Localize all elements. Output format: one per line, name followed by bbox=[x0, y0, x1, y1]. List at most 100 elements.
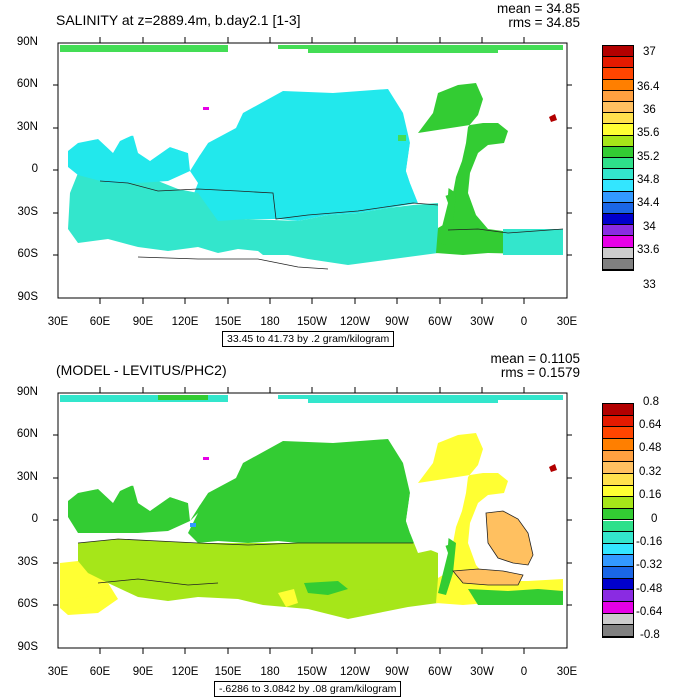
panel1-land-mask bbox=[68, 73, 450, 203]
panel2-lon-label: 180 bbox=[260, 666, 280, 678]
colorbar-swatch bbox=[603, 214, 633, 226]
colorbar1-label: 34 bbox=[643, 221, 656, 233]
panel1-lat-label: 90N bbox=[16, 36, 38, 48]
colorbar-swatch bbox=[603, 543, 633, 556]
colorbar-swatch bbox=[603, 180, 633, 192]
panel2-lon-label: 150W bbox=[296, 666, 328, 678]
colorbar-swatch bbox=[603, 450, 633, 463]
panel1-contour bbox=[99, 180, 439, 220]
panel1-lat-label: 60S bbox=[17, 248, 38, 260]
panel2-rms: rms = 0.1579 bbox=[500, 365, 580, 380]
colorbar-swatch bbox=[603, 485, 633, 498]
colorbar-swatch bbox=[603, 462, 633, 474]
panel2-lat-label: 30N bbox=[16, 471, 38, 483]
colorbar-swatch bbox=[603, 57, 633, 69]
colorbar-swatch bbox=[603, 247, 633, 259]
panel2-colorbar bbox=[602, 403, 634, 638]
panel1-lat-label: 90S bbox=[17, 291, 38, 303]
panel1-lon-label: 150E bbox=[214, 316, 242, 328]
panel2-map bbox=[53, 387, 572, 654]
colorbar1-label: 34.4 bbox=[637, 197, 660, 209]
colorbar-swatch bbox=[603, 625, 633, 637]
panel1-mean: mean = 34.85 bbox=[497, 1, 580, 16]
colorbar-swatch bbox=[603, 438, 633, 451]
panel1-lon-label: 120W bbox=[339, 316, 371, 328]
colorbar-swatch bbox=[603, 236, 633, 248]
panel2-lat-label: 60S bbox=[17, 598, 38, 610]
panel1-lat-label: 0 bbox=[31, 163, 38, 175]
panel2-lat-label: 30S bbox=[17, 556, 38, 568]
panel1-colorbar bbox=[602, 45, 634, 271]
colorbar-swatch bbox=[603, 225, 633, 237]
panel2-lon-label: 30E bbox=[556, 666, 578, 678]
colorbar-swatch bbox=[603, 520, 633, 533]
colorbar-swatch bbox=[603, 415, 633, 428]
colorbar1-label: 35.2 bbox=[637, 151, 660, 163]
panel2-lon-label: 150E bbox=[214, 666, 242, 678]
panel2-mean: mean = 0.1105 bbox=[490, 351, 580, 366]
colorbar1-label: 36.4 bbox=[637, 81, 660, 93]
colorbar-swatch bbox=[603, 427, 633, 439]
panel2-lon-label: 30E bbox=[47, 666, 69, 678]
panel1-lon-label: 30E bbox=[556, 316, 578, 328]
colorbar-swatch bbox=[603, 590, 633, 603]
colorbar-swatch bbox=[603, 613, 633, 626]
colorbar-swatch bbox=[603, 578, 633, 591]
panel2-land-mask bbox=[68, 423, 450, 553]
colorbar1-label: 35.6 bbox=[637, 127, 660, 139]
panel2-lon-label: 120W bbox=[339, 666, 371, 678]
colorbar-swatch bbox=[603, 135, 633, 147]
colorbar-swatch bbox=[603, 169, 633, 181]
panel2-lat-label: 90N bbox=[16, 386, 38, 398]
colorbar-swatch bbox=[603, 90, 633, 102]
panel2-lon-axis: 30E 60E 90E 120E 150E 180 150W 120W 90W … bbox=[36, 666, 588, 680]
colorbar-swatch bbox=[603, 497, 633, 509]
panel2-lon-label: 60E bbox=[89, 666, 111, 678]
panel1-lon-label: 150W bbox=[296, 316, 328, 328]
colorbar2-label: 0 bbox=[651, 513, 658, 525]
colorbar-swatch bbox=[603, 555, 633, 568]
panel2-range-note: -.6286 to 3.0842 by .08 gram/kilogram bbox=[214, 681, 402, 697]
panel2-lat-label: 0 bbox=[31, 513, 38, 525]
panel1-map bbox=[53, 37, 572, 304]
colorbar-swatch bbox=[603, 68, 633, 80]
colorbar1-label: 36 bbox=[643, 104, 656, 116]
panel2-ocean-fill bbox=[60, 395, 563, 619]
panel1-title: SALINITY at z=2889.4m, b.day2.1 [1-3] bbox=[56, 12, 301, 28]
colorbar-swatch bbox=[603, 146, 633, 158]
panel1-lat-label: 30S bbox=[17, 206, 38, 218]
colorbar1-label: 37 bbox=[643, 46, 656, 58]
colorbar2-label: 0.64 bbox=[639, 419, 662, 431]
panel1-lon-axis: 30E 60E 90E 120E 150E 180 150W 120W 90W … bbox=[36, 316, 588, 330]
panel2-lon-label: 90E bbox=[132, 666, 154, 678]
colorbar-swatch bbox=[603, 202, 633, 214]
panel1-lon-label: 60W bbox=[428, 316, 452, 328]
colorbar2-label: -0.32 bbox=[636, 559, 663, 571]
panel2-lat-label: 60N bbox=[16, 428, 38, 440]
panel2-lon-label: 30W bbox=[470, 666, 494, 678]
panel1-lon-label: 120E bbox=[171, 316, 199, 328]
colorbar2-label: -0.48 bbox=[636, 583, 663, 595]
panel1-lon-label: 30W bbox=[470, 316, 494, 328]
colorbar2-label: -0.16 bbox=[636, 536, 663, 548]
colorbar-swatch bbox=[603, 567, 633, 579]
panel1-lat-label: 60N bbox=[16, 78, 38, 90]
panel1-range-note: 33.45 to 41.73 by .2 gram/kilogram bbox=[222, 331, 395, 347]
panel2-lon-label: 90W bbox=[385, 666, 409, 678]
panel1-lon-label: 30E bbox=[47, 316, 69, 328]
colorbar1-label: 33.6 bbox=[637, 244, 660, 256]
panel1-lon-label: 0 bbox=[520, 316, 528, 328]
panel2-contour bbox=[77, 538, 413, 546]
panel1-lon-label: 60E bbox=[89, 316, 111, 328]
colorbar2-label: 0.8 bbox=[643, 396, 659, 408]
colorbar1-label: 33 bbox=[643, 279, 656, 291]
colorbar2-label: 0.16 bbox=[639, 489, 662, 501]
colorbar-swatch bbox=[603, 102, 633, 114]
panel2-lon-label: 0 bbox=[520, 666, 528, 678]
panel2-title: (MODEL - LEVITUS/PHC2) bbox=[56, 362, 227, 378]
colorbar-swatch bbox=[603, 258, 633, 270]
colorbar-swatch bbox=[603, 191, 633, 203]
panel1-lat-label: 30N bbox=[16, 121, 38, 133]
colorbar-swatch bbox=[603, 602, 633, 614]
panel1-ocean-fill bbox=[60, 45, 563, 265]
